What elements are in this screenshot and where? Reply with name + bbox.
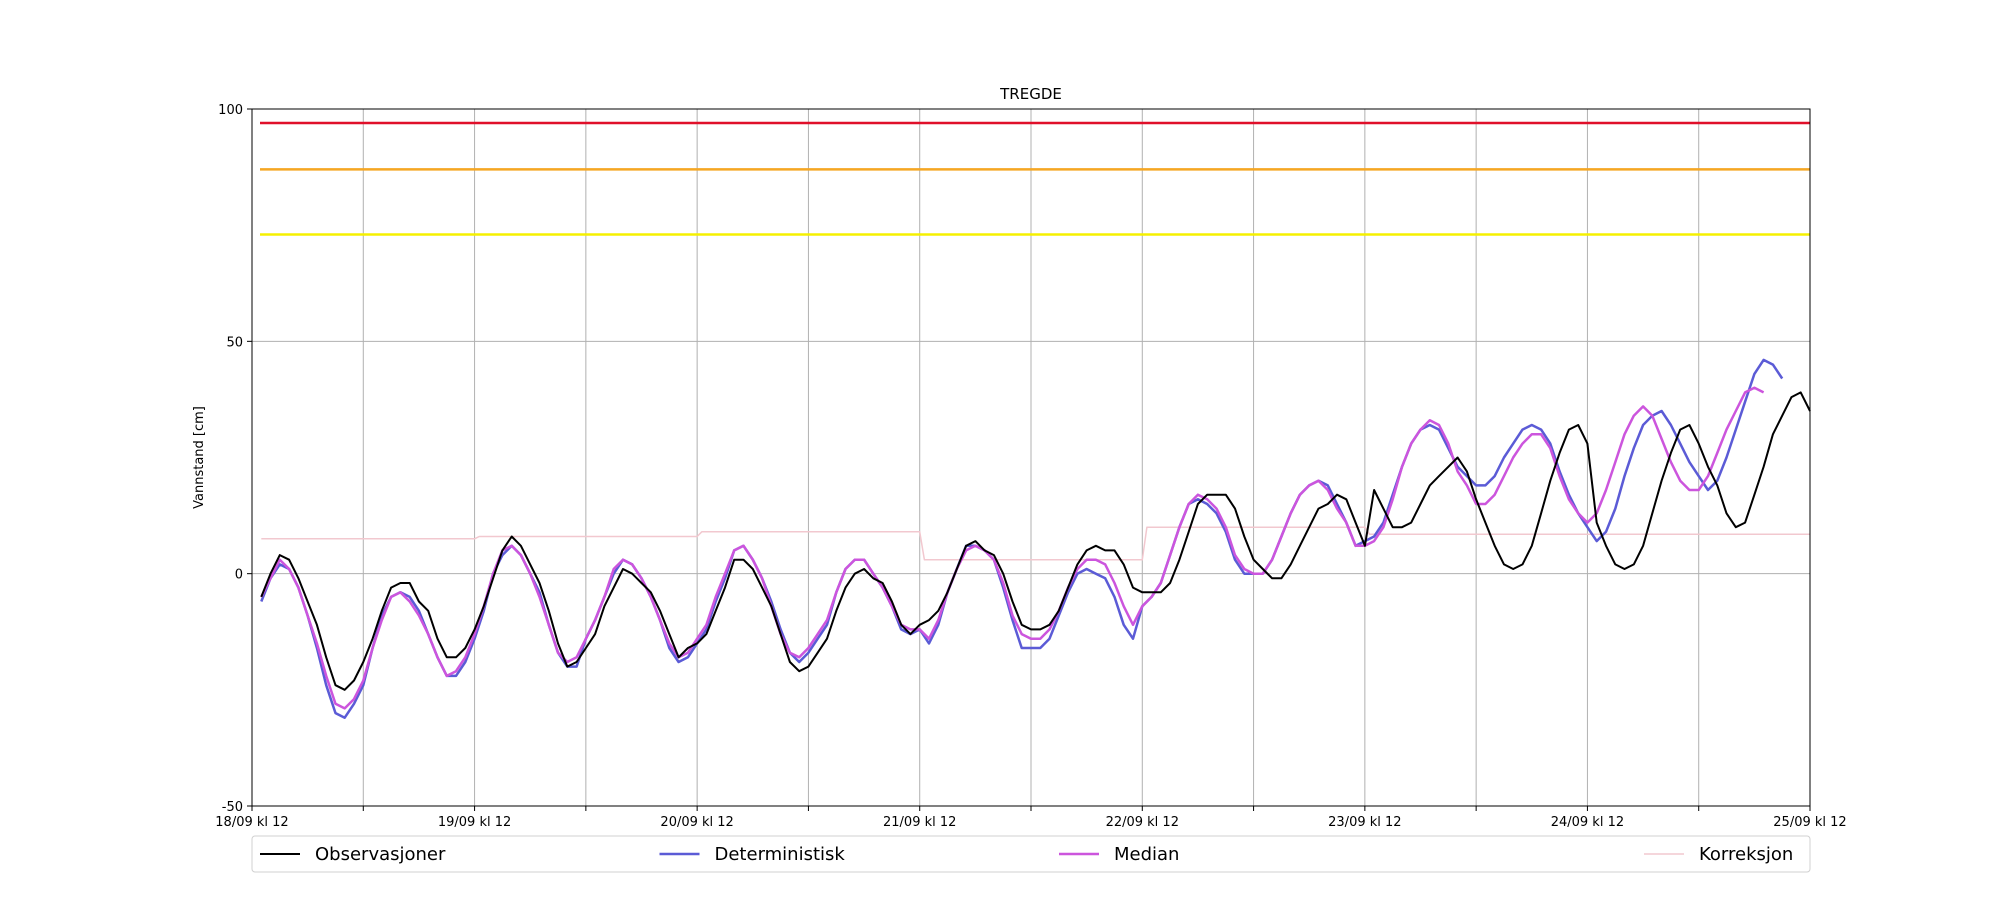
threshold-lines <box>260 121 1810 236</box>
y-tick-label: -50 <box>222 800 243 815</box>
x-axis: 18/09 kl 12 19/09 kl 12 20/09 kl 12 21/09 k… <box>215 806 1847 830</box>
y-tick-label: 0 <box>235 568 243 583</box>
legend-frame <box>251 835 1811 873</box>
x-tick-label: 24/09 kl 12 <box>1551 815 1624 830</box>
x-tick-label: 21/09 kl 12 <box>883 815 956 830</box>
series-line-korreksjon <box>261 526 1810 561</box>
series-line-median <box>260 386 1765 710</box>
legend-label: Deterministisk <box>715 844 846 865</box>
y-tick-label: 100 <box>218 103 243 118</box>
series-line-observasjoner <box>260 391 1811 691</box>
y-tick-label: 50 <box>226 335 243 350</box>
x-tick-label: 20/09 kl 12 <box>660 815 733 830</box>
x-tick-label: 22/09 kl 12 <box>1106 815 1179 830</box>
x-tick-label: 25/09 kl 12 <box>1773 815 1846 830</box>
x-tick-label: 18/09 kl 12 <box>215 815 288 830</box>
x-tick-label: 23/09 kl 12 <box>1328 815 1401 830</box>
legend-label: Korreksjon <box>1699 844 1793 865</box>
gridlines <box>251 108 1811 807</box>
y-axis: -50 0 50 100 <box>218 103 252 815</box>
legend-label: Observasjoner <box>315 844 446 865</box>
y-axis-label: Vannstand [cm] <box>192 406 207 509</box>
series-line-deterministisk <box>260 358 1784 719</box>
chart-title: TREGDE <box>999 85 1062 103</box>
x-tick-label: 19/09 kl 12 <box>438 815 511 830</box>
legend-label: Median <box>1114 844 1179 865</box>
legend: Observasjoner Deterministisk Median Korreks… <box>251 835 1811 873</box>
series-lines <box>260 358 1811 719</box>
